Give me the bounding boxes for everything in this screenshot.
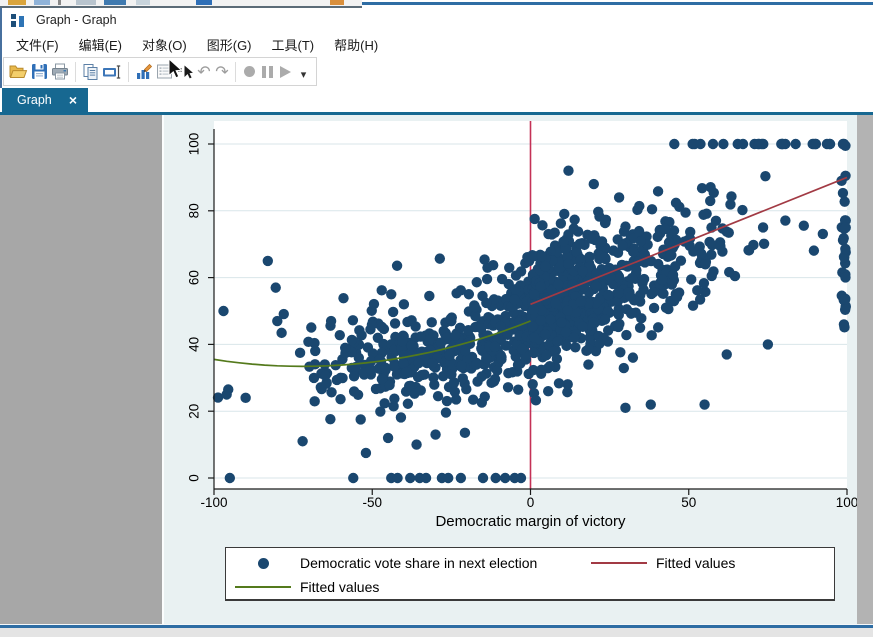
stata-graph-icon <box>10 12 26 28</box>
svg-text:Democratic margin of victory: Democratic margin of victory <box>435 513 626 530</box>
client-area: 0 20 40 60 80 100 -100 -50 0 50 100 Democratic marg… <box>0 115 873 624</box>
pause-icon[interactable] <box>260 62 275 82</box>
legend-label-fitted-red: Fitted values <box>656 555 736 571</box>
fragment-icon <box>8 0 26 5</box>
toolbar-separator <box>75 61 76 82</box>
undo-icon[interactable]: ↶ <box>197 61 211 81</box>
menu-graph[interactable]: 图形(G) <box>206 37 252 53</box>
fitted-line-green-sample <box>235 586 291 588</box>
svg-text:100: 100 <box>836 495 859 510</box>
tab-label: Graph <box>17 93 52 107</box>
menu-help[interactable]: 帮助(H) <box>334 37 379 53</box>
svg-text:60: 60 <box>187 270 202 285</box>
svg-text:-50: -50 <box>362 495 382 510</box>
scatter-marker-sample <box>257 557 269 569</box>
redo-icon[interactable]: ↷ <box>215 61 229 81</box>
background-window-sliver <box>0 0 873 8</box>
tab-graph[interactable]: Graph × <box>2 88 88 112</box>
tab-bar: Graph × <box>0 88 873 112</box>
graph-canvas: 0 20 40 60 80 100 -100 -50 0 50 100 Democratic marg… <box>162 115 859 624</box>
legend-row: Democratic vote share in next election F… <box>226 551 834 575</box>
graph-plot: 0 20 40 60 80 100 -100 -50 0 50 100 Democratic marg… <box>187 121 859 530</box>
menu-tools[interactable]: 工具(T) <box>271 37 315 53</box>
print-icon[interactable] <box>51 62 69 82</box>
menu-file[interactable]: 文件(F) <box>16 37 59 53</box>
svg-text:80: 80 <box>187 203 202 218</box>
right-gray-strip <box>857 115 873 624</box>
left-gray-panel <box>0 115 162 624</box>
graph-editor-icon[interactable] <box>135 62 153 82</box>
legend-label-fitted-green: Fitted values <box>300 579 380 595</box>
tab-underline <box>0 112 873 115</box>
rename-icon[interactable] <box>102 62 122 82</box>
save-icon[interactable] <box>31 62 48 82</box>
mouse-cursor <box>168 58 183 79</box>
title-bar: Graph - Graph <box>0 8 873 32</box>
fragment-icon <box>330 0 344 5</box>
window-bottom-border <box>0 624 873 628</box>
svg-text:50: 50 <box>681 495 696 510</box>
fragment-icon <box>196 0 212 5</box>
window-bottom-strip <box>0 628 873 637</box>
fitted-line-red-sample <box>591 562 647 564</box>
open-folder-icon[interactable] <box>9 62 28 82</box>
menu-object[interactable]: 对象(O) <box>141 37 187 53</box>
fragment-icon <box>58 0 61 5</box>
copy-icon[interactable] <box>82 62 99 82</box>
fragment-icon <box>136 0 150 5</box>
record-icon[interactable] <box>242 62 257 82</box>
svg-text:-100: -100 <box>200 495 227 510</box>
fragment-icon <box>76 0 96 5</box>
toolbar-separator <box>235 61 237 82</box>
toolbar: ↶ ↷ ▾ <box>0 56 873 88</box>
window-top-border <box>362 2 873 5</box>
window-title: Graph - Graph <box>36 13 117 27</box>
toolbar-frame: ↶ ↷ ▾ <box>3 57 317 86</box>
fragment-icon <box>34 0 50 5</box>
svg-text:100: 100 <box>187 133 202 156</box>
toolbar-overflow-icon[interactable]: ▾ <box>300 67 307 81</box>
play-icon[interactable] <box>278 62 293 82</box>
legend-row: Fitted values <box>226 575 834 599</box>
svg-text:40: 40 <box>187 337 202 352</box>
svg-text:20: 20 <box>187 404 202 419</box>
legend: Democratic vote share in next election F… <box>225 547 835 601</box>
toolbar-separator <box>127 61 129 82</box>
svg-text:0: 0 <box>527 495 535 510</box>
fragment-icon <box>104 0 126 5</box>
tab-close-icon[interactable]: × <box>68 92 77 108</box>
background-toolbar-fragments <box>0 0 362 8</box>
svg-text:0: 0 <box>187 474 202 482</box>
legend-label-scatter: Democratic vote share in next election <box>300 555 538 571</box>
menu-edit[interactable]: 编辑(E) <box>78 37 122 53</box>
menu-bar: 文件(F) 编辑(E) 对象(O) 图形(G) 工具(T) 帮助(H) <box>0 32 873 56</box>
